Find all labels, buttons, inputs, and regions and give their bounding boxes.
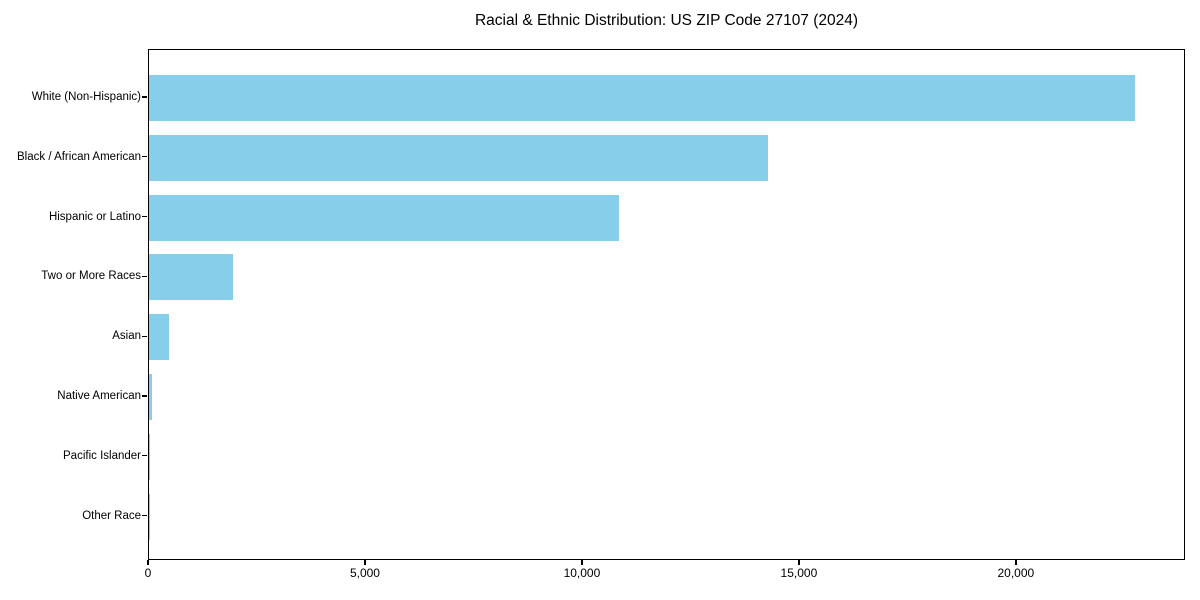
x-tick-label: 15,000 [780,566,818,580]
y-tick-label: Asian [112,330,141,343]
y-tick-label: Native American [57,390,141,402]
x-tick-mark [581,560,583,565]
x-tick-mark [1015,560,1017,565]
y-tick-label: Hispanic or Latino [48,210,141,223]
y-tick-mark [142,335,147,337]
y-tick-mark [142,96,147,98]
bar-white-non-hispanic [149,75,1135,121]
y-tick-mark [142,455,147,457]
y-tick-label: Other Race [82,509,141,522]
chart-title: Racial & Ethnic Distribution: US ZIP Cod… [474,12,859,29]
y-tick-mark [142,215,147,218]
x-tick-label: 0 [144,566,152,580]
x-tick-mark [364,560,366,565]
y-tick-mark [142,275,147,278]
y-tick-mark [142,395,147,397]
y-tick-label: White (Non-Hispanic) [31,91,141,103]
x-tick-mark [798,560,800,565]
x-tick-mark [147,560,149,565]
y-tick-mark [142,514,147,517]
bar-hispanic-or-latino [149,194,620,241]
y-tick-label: Pacific Islander [63,449,141,462]
y-tick-label: Two or More Races [41,270,141,283]
bar-black-african-american [149,134,768,181]
bar-other-race [149,493,151,540]
bar-pacific-islander [149,433,150,480]
y-tick-label: Black / African American [17,150,141,163]
y-tick-mark [142,156,147,158]
x-tick-label: 5,000 [349,566,380,580]
plot-area [148,49,1185,560]
x-tick-label: 20,000 [997,566,1035,580]
bar-two-or-more-races [149,254,233,301]
bar-asian [149,314,169,361]
bar-native-american [149,374,153,420]
x-tick-label: 10,000 [563,566,601,580]
